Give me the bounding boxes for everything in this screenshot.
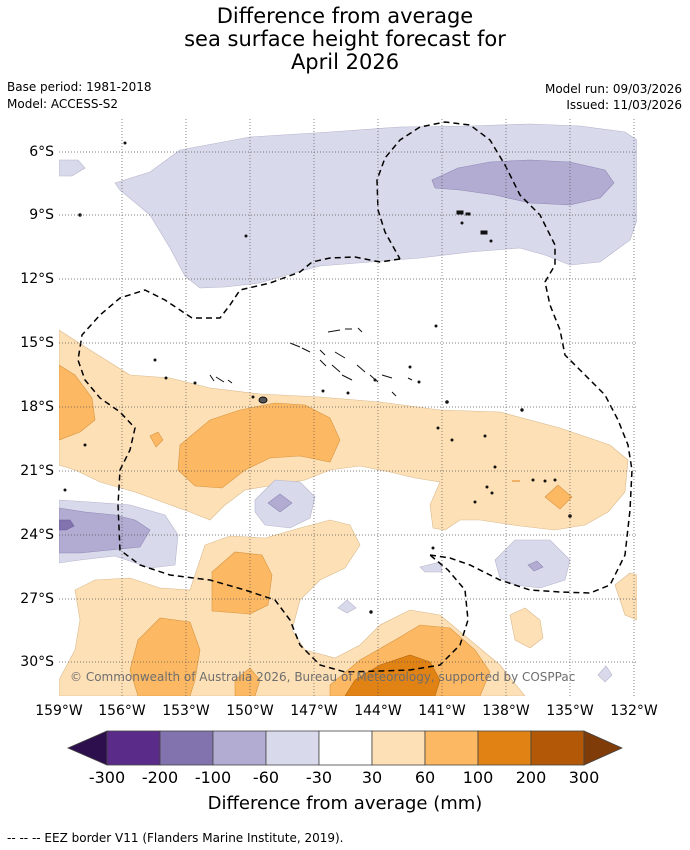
lon-tick: 153°W (162, 703, 210, 719)
lat-tick: 12°S (20, 271, 54, 287)
contour-pos-mid-south (129, 617, 201, 696)
model-name: Model: ACCESS-S2 (7, 97, 119, 111)
colorbar-bin-4 (265, 730, 320, 766)
contour-pos-light-southeast (509, 607, 544, 649)
contour-pos-mid-east (544, 484, 573, 510)
lon-tick: 132°W (610, 703, 658, 719)
colorbar-bin-6 (371, 730, 426, 766)
eez-border (77, 121, 633, 673)
gridlines (59, 119, 637, 696)
lat-tick: 27°S (20, 591, 54, 607)
contour-pos-mid-south-west (211, 551, 273, 615)
lat-tick: 21°S (20, 463, 54, 479)
title-line-3: April 2026 (290, 50, 400, 74)
contour-neg-light-small-2 (337, 599, 357, 614)
lat-tick: 18°S (20, 399, 54, 415)
colorbar-label: -300 (88, 768, 126, 787)
contour-fields (59, 119, 637, 696)
colorbar-label: -30 (305, 768, 333, 787)
lon-tick: 144°W (354, 703, 402, 719)
eez-footnote: -- -- -- EEZ border V11 (Flanders Marine… (7, 831, 344, 845)
colorbar-label: 300 (568, 768, 600, 787)
contour-neg-mid-southeast (527, 560, 544, 572)
contour-pos-strong (344, 654, 441, 696)
contour-neg-dark-southwest (59, 519, 75, 531)
base-period: Base period: 1981-2018 (7, 80, 152, 94)
lat-tick: 9°S (29, 207, 54, 223)
lon-tick: 147°W (290, 703, 338, 719)
lon-tick: 159°W (35, 703, 83, 719)
model-run: Model run: 09/03/2026 (544, 82, 682, 96)
colorbar-label: -60 (252, 768, 280, 787)
contour-pos-mid-west (59, 364, 96, 441)
colorbar-bin-1 (106, 730, 161, 766)
contour-neg-light-west (59, 159, 86, 177)
colorbar-bin-5 (318, 730, 373, 766)
title-line-1: Difference from average (216, 4, 474, 28)
copyright-notice: © Commonwealth of Australia 2026, Bureau… (70, 670, 576, 684)
islands (63, 141, 572, 614)
colorbar-label: 100 (462, 768, 494, 787)
contour-pos-mid-center (177, 402, 341, 489)
contour-neg-mid-southwest (59, 507, 151, 554)
lon-tick: 150°W (226, 703, 274, 719)
colorbar-extend-low (66, 730, 108, 766)
lat-tick: 24°S (20, 527, 54, 543)
colorbar-bin-3 (212, 730, 267, 766)
colorbar-bin-7 (424, 730, 479, 766)
lat-tick: 30°S (20, 654, 54, 670)
lon-tick: 138°W (482, 703, 530, 719)
colorbar-label: 200 (515, 768, 547, 787)
lon-tick: 141°W (418, 703, 466, 719)
contour-neg-mid-north (431, 159, 615, 206)
title-line-2: sea surface height forecast for (184, 27, 506, 51)
colorbar-label: -200 (141, 768, 179, 787)
lat-tick: 15°S (20, 335, 54, 351)
lon-tick: 156°W (98, 703, 146, 719)
contour-pos-mid-small-1 (149, 431, 164, 448)
colorbar (66, 730, 623, 766)
contour-pos-mid-south-2 (234, 667, 261, 696)
colorbar-bin-9 (530, 730, 585, 766)
lat-tick: 6°S (29, 144, 54, 160)
colorbar-label: 60 (414, 768, 436, 787)
contour-pos-light-east (614, 572, 637, 621)
colorbar-label: 30 (361, 768, 383, 787)
colorbar-title: Difference from average (mm) (207, 793, 483, 814)
colorbar-bin-2 (159, 730, 214, 766)
lon-tick: 135°W (546, 703, 594, 719)
contour-neg-light-small-3 (597, 665, 613, 683)
colorbar-label: -100 (194, 768, 232, 787)
colorbar-extend-high (583, 730, 623, 766)
colorbar-bin-8 (477, 730, 532, 766)
contour-neg-mid-center (267, 493, 293, 513)
issued-date: Issued: 11/03/2026 (566, 98, 682, 112)
